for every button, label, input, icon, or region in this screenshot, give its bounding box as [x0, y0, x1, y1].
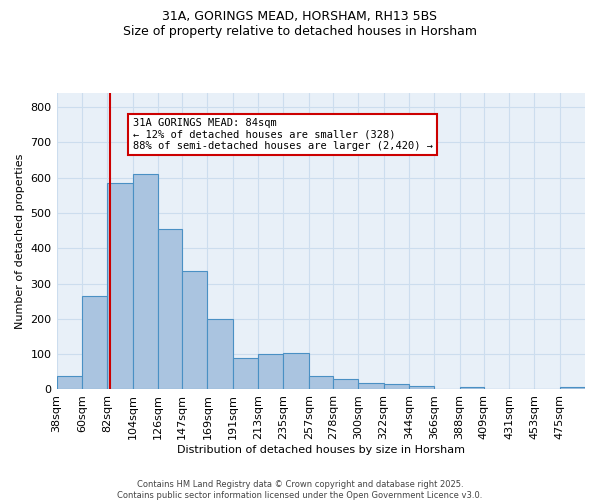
- Bar: [56, 376, 82, 390]
- X-axis label: Distribution of detached houses by size in Horsham: Distribution of detached houses by size …: [177, 445, 465, 455]
- Y-axis label: Number of detached properties: Number of detached properties: [15, 154, 25, 329]
- Bar: [133, 174, 158, 390]
- Text: 31A, GORINGS MEAD, HORSHAM, RH13 5BS
Size of property relative to detached house: 31A, GORINGS MEAD, HORSHAM, RH13 5BS Siz…: [123, 10, 477, 38]
- Bar: [333, 379, 358, 390]
- Bar: [308, 376, 333, 390]
- Bar: [208, 319, 233, 390]
- Bar: [383, 384, 409, 390]
- Bar: [182, 271, 208, 390]
- Bar: [560, 387, 585, 390]
- Bar: [283, 353, 308, 390]
- Bar: [409, 386, 434, 390]
- Bar: [233, 358, 258, 390]
- Bar: [358, 384, 383, 390]
- Bar: [107, 183, 133, 390]
- Bar: [460, 387, 484, 390]
- Bar: [258, 354, 283, 390]
- Bar: [82, 296, 107, 390]
- Text: Contains HM Land Registry data © Crown copyright and database right 2025.
Contai: Contains HM Land Registry data © Crown c…: [118, 480, 482, 500]
- Text: 31A GORINGS MEAD: 84sqm
← 12% of detached houses are smaller (328)
88% of semi-d: 31A GORINGS MEAD: 84sqm ← 12% of detache…: [133, 118, 433, 151]
- Bar: [158, 229, 182, 390]
